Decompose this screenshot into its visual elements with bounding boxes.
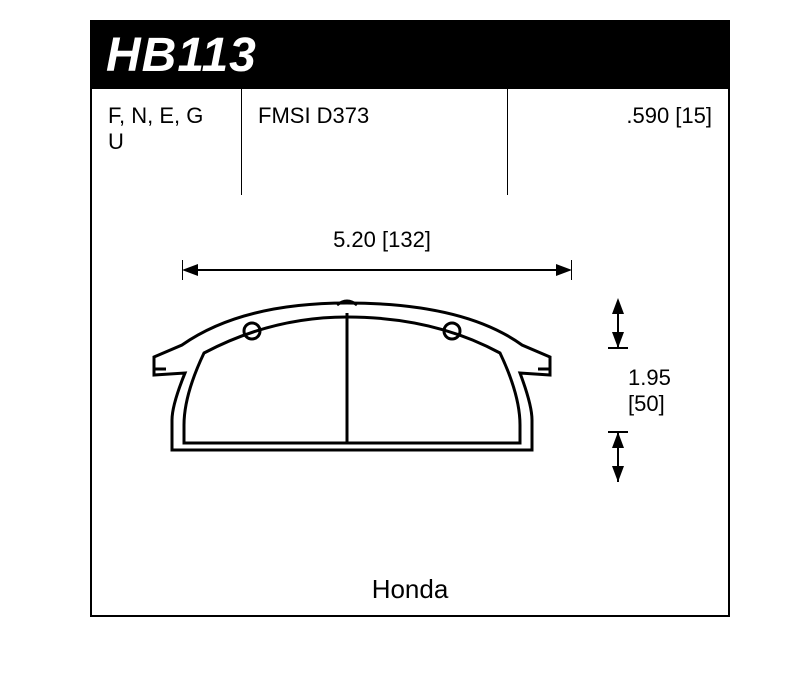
brand-label: Honda	[92, 574, 728, 605]
part-number: HB113	[106, 29, 257, 82]
height-value-line1: 1.95	[628, 365, 728, 391]
compounds-cell: F, N, E, G U	[92, 89, 242, 195]
width-arrow	[182, 260, 572, 280]
brake-pad-outline	[122, 295, 582, 495]
width-dimension-label: 5.20 [132]	[197, 227, 567, 253]
height-arrow	[608, 290, 628, 490]
width-value: 5.20 [132]	[333, 227, 431, 252]
height-value-line2: [50]	[628, 391, 728, 417]
diagram-area: 5.20 [132] 1.95 [50]	[92, 195, 728, 615]
thickness-cell: .590 [15]	[508, 89, 728, 195]
height-dimension-label: 1.95 [50]	[628, 365, 728, 417]
part-number-header: HB113	[92, 22, 728, 89]
fmsi-cell: FMSI D373	[242, 89, 508, 195]
spec-card: HB113 F, N, E, G U FMSI D373 .590 [15] 5…	[90, 20, 730, 617]
spec-row: F, N, E, G U FMSI D373 .590 [15]	[92, 89, 728, 195]
